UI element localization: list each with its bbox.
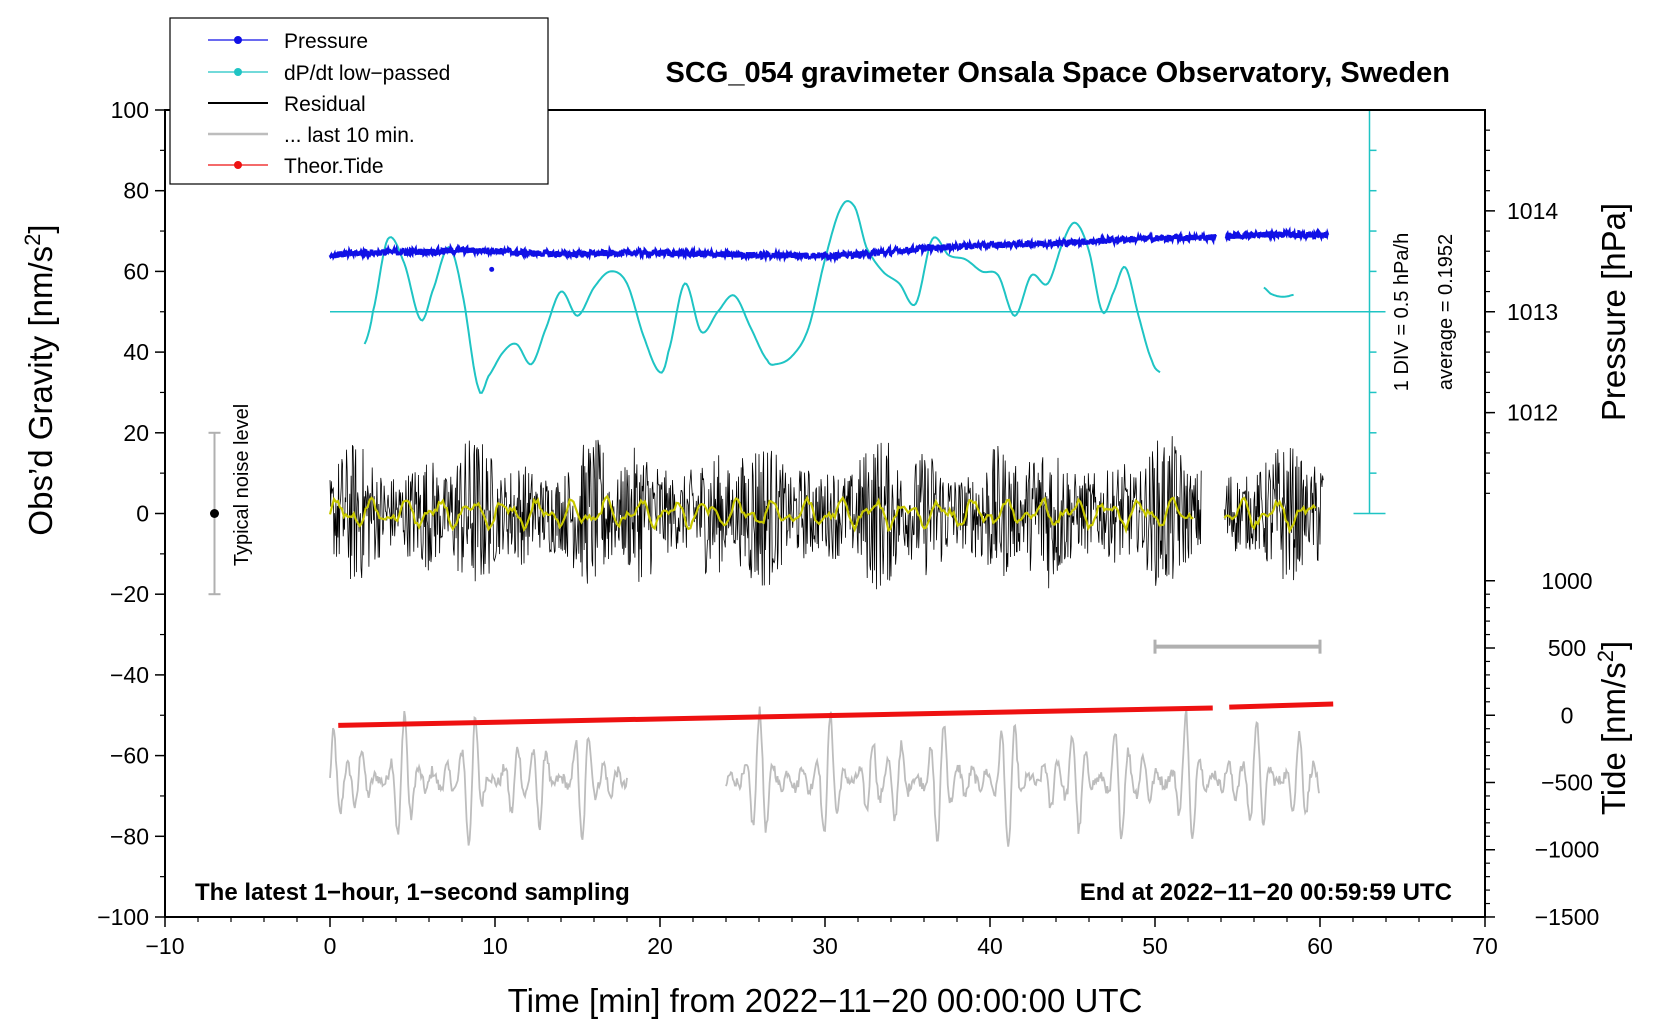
legend-pressure-label: Pressure [284, 30, 368, 53]
series-layer [208, 109, 1386, 847]
legend-residual-label: Residual [284, 93, 366, 116]
tide-tick-label: 0 [1561, 702, 1574, 728]
x-tick-label: 70 [1472, 933, 1498, 959]
tick-layer: −10 0 10 20 30 40 50 60 70−100−80−60−40−20020406… [97, 97, 1599, 959]
chart-title: SCG_054 gravimeter Onsala Space Observat… [666, 57, 1450, 89]
tide-tick-label: 500 [1548, 635, 1586, 661]
legend-last10-label: ... last 10 min. [284, 124, 415, 147]
residual-series-line [329, 436, 1202, 590]
legend-tide-marker [234, 161, 242, 169]
y-tick-label: 40 [123, 339, 149, 365]
end-time-note: End at 2022−11−20 00:59:59 UTC [1080, 879, 1452, 906]
pressure-series-line [328, 230, 1217, 264]
tide-axis-label-sup: 2 [1593, 650, 1618, 662]
x-tick-label: 50 [1142, 933, 1168, 959]
sampling-note: The latest 1−hour, 1−second sampling [195, 879, 630, 906]
x-tick-label: 20 [647, 933, 673, 959]
y-tick-label: −40 [110, 662, 149, 688]
pressure-tick-label: 1012 [1507, 400, 1558, 426]
tide-axis-label: Tide [nm/s2] [1593, 641, 1632, 815]
pressure-tick-label: 1014 [1507, 198, 1558, 224]
tide-axis-label-main: Tide [nm/s [1595, 662, 1632, 815]
tide-tick-label: −500 [1541, 769, 1593, 795]
y-tick-label: 20 [123, 420, 149, 446]
y-axis-label: Obs’d Gravity [nm/s2] [20, 224, 59, 535]
y-axis-label-main: Obs’d Gravity [nm/s [22, 246, 59, 536]
x-tick-label: 30 [812, 933, 838, 959]
tide-series-line [338, 705, 1213, 728]
tide-tick-label: −1500 [1535, 904, 1600, 930]
noise-level-label: Typical noise level [231, 404, 253, 566]
y-tick-label: 60 [123, 258, 149, 284]
pressure-tick-label: 1013 [1507, 299, 1558, 325]
y-tick-label: 80 [123, 178, 149, 204]
x-tick-label: 0 [324, 933, 337, 959]
pressure-series-line [1224, 226, 1330, 243]
residual-smoothed-line [328, 494, 1194, 534]
y-tick-label: −100 [97, 904, 149, 930]
dpdt-tail-line [1263, 286, 1294, 298]
tide-tick-label: −1000 [1535, 837, 1600, 863]
pressure-axis-label: Pressure [hPa] [1595, 203, 1632, 421]
y-tick-label: −20 [110, 581, 149, 607]
y-tick-label: −80 [110, 823, 149, 849]
legend-pressure-marker [234, 36, 242, 44]
last10-series-line [329, 710, 628, 846]
noise-level-dot [210, 509, 219, 518]
dpdt-series-line [363, 199, 1161, 394]
x-tick-label: 40 [977, 933, 1003, 959]
dpdt-average-label: average = 0.1952 [1435, 234, 1457, 390]
legend-dpdt-label: dP/dt low−passed [284, 62, 450, 85]
x-tick-label: 60 [1307, 933, 1333, 959]
x-tick-label: −10 [145, 933, 184, 959]
y-axis-label-sup: 2 [20, 234, 45, 246]
legend: Pressure dP/dt low−passed Residual ... l… [169, 17, 549, 185]
last10-series-line [725, 706, 1320, 847]
y-axis-label-end: ] [22, 224, 59, 233]
dpdt-division-label: 1 DIV = 0.5 hPa/h [1391, 233, 1413, 391]
y-tick-label: 100 [111, 97, 149, 123]
legend-tide-label: Theor.Tide [284, 155, 384, 178]
x-tick-label: 10 [482, 933, 508, 959]
tide-tick-label: 1000 [1541, 568, 1592, 594]
y-tick-label: −60 [110, 743, 149, 769]
x-axis-label: Time [min] from 2022−11−20 00:00:00 UTC [508, 982, 1143, 1019]
residual-smoothed-line [1223, 496, 1317, 535]
residual-series-line [1223, 447, 1324, 581]
tide-series-line [1229, 701, 1334, 710]
legend-dpdt-marker [234, 68, 242, 76]
legend-box [169, 17, 549, 185]
pressure-outlier-point [489, 266, 495, 272]
tide-axis-label-end: ] [1595, 641, 1632, 650]
y-tick-label: 0 [136, 501, 149, 527]
